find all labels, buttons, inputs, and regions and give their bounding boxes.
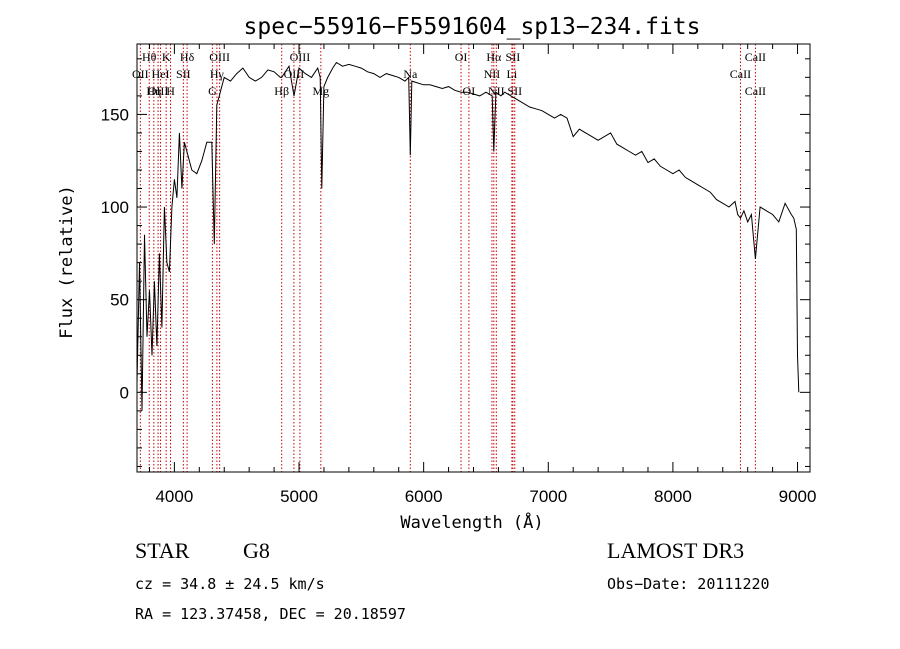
x-axis: 4000 5000 6000 7000 8000 9000: [148, 44, 817, 506]
y-tick-label: 0: [120, 383, 129, 402]
spectral-line-label: Na: [403, 67, 418, 81]
spectral-line-label: Hγ: [210, 67, 225, 81]
spectral-line-label: Hθ: [142, 50, 157, 64]
spectral-line-label: NII: [484, 67, 501, 81]
x-tick-label: 5000: [280, 487, 318, 506]
spectral-line-label: H: [166, 84, 175, 98]
spectral-line-label: SII: [507, 84, 522, 98]
spectral-line-label: OIII: [148, 84, 169, 98]
x-tick-label: 8000: [654, 487, 692, 506]
spectral-line-label: OIII: [290, 50, 311, 64]
spectral-line-label: CaII: [730, 67, 751, 81]
x-tick-label: 7000: [529, 487, 567, 506]
y-axis: 0 50 100 150: [101, 58, 810, 467]
coordinates: RA = 123.37458, DEC = 20.18597: [135, 605, 406, 623]
observation-date: Obs−Date: 20111220: [607, 575, 770, 593]
spectral-line-label: OI: [463, 84, 476, 98]
spectral-line-label: G: [208, 84, 217, 98]
spectral-line-label: Hη: [146, 84, 161, 98]
spectral-line-label: OI: [455, 50, 468, 64]
x-tick-label: 4000: [155, 487, 193, 506]
spectral-line-markers: [139, 44, 756, 472]
spectral-line-label: CaII: [745, 84, 766, 98]
spectral-line-label: Hα: [486, 50, 502, 64]
x-tick-label: 9000: [779, 487, 817, 506]
spectral-line-label: SII: [176, 67, 191, 81]
plot-frame: [136, 43, 811, 473]
spectral-line-label: OIII: [209, 50, 230, 64]
y-tick-label: 50: [110, 291, 129, 310]
spectral-line-label: K: [162, 50, 171, 64]
object-class: STAR: [135, 538, 190, 563]
chart-title: spec−55916−F5591604_sp13−234.fits: [244, 14, 701, 40]
spectral-line-label: HeI: [152, 67, 170, 81]
spectrum-series-line: [136, 61, 800, 411]
x-axis-label: Wavelength (Å): [400, 511, 543, 533]
spectral-line-label: Li: [507, 67, 518, 81]
survey-name: LAMOST DR3: [607, 538, 744, 563]
y-tick-label: 150: [101, 105, 129, 124]
spectral-line-label: OII: [132, 67, 149, 81]
redshift-value: cz = 34.8 ± 24.5 km/s: [135, 575, 325, 593]
spectral-line-label: NII: [488, 84, 505, 98]
y-axis-label: Flux (relative): [57, 185, 77, 339]
spectral-line-label: CaII: [745, 50, 766, 64]
spectral-line-label: Hβ: [274, 84, 289, 98]
spectral-line-label: SII: [506, 50, 521, 64]
object-subclass: G8: [243, 538, 270, 563]
spectral-line-label: Hδ: [180, 50, 195, 64]
x-tick-label: 6000: [405, 487, 443, 506]
y-tick-label: 100: [101, 198, 129, 217]
